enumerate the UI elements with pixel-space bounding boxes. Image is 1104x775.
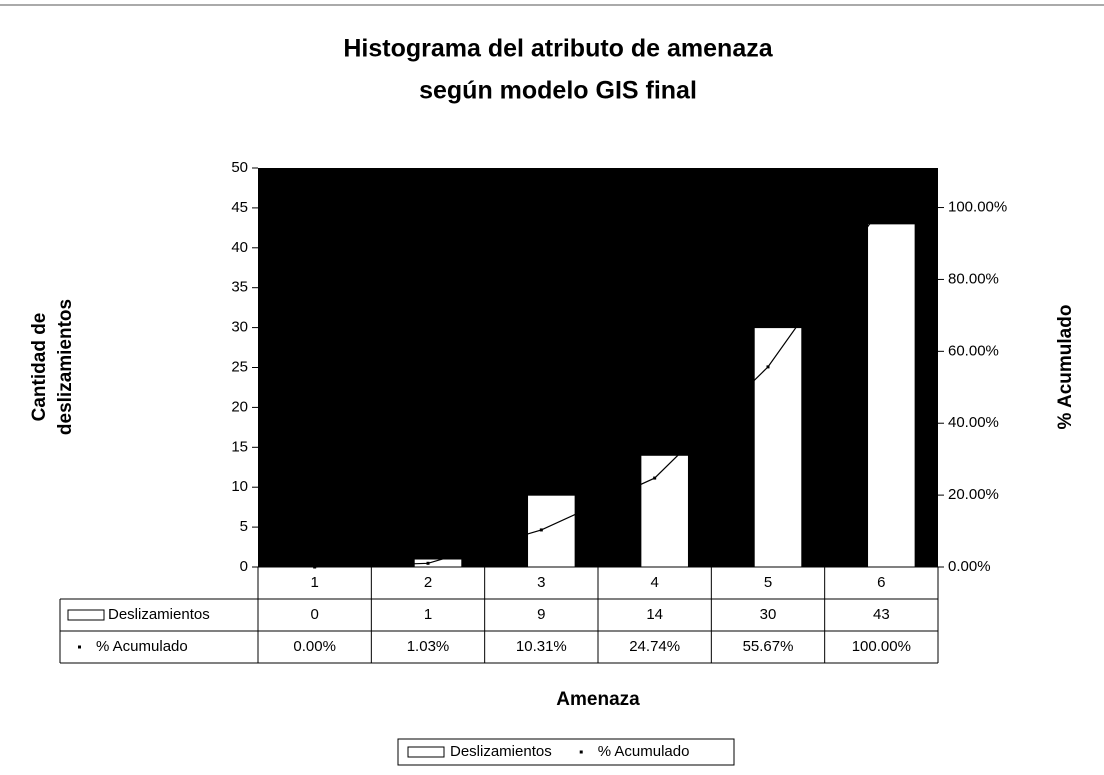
y-axis-title: deslizamientos (55, 299, 76, 435)
x-axis-title: Amenaza (556, 689, 640, 710)
y-tick-label: 35 (231, 279, 248, 296)
y-tick-label: 50 (231, 159, 248, 176)
legend-key (407, 746, 445, 758)
y2-tick-label: 0.00% (948, 558, 991, 575)
bar (527, 494, 576, 568)
y2-tick-label: 60.00% (948, 342, 999, 359)
x-tick-label: 3 (537, 574, 545, 591)
y-tick-label: 45 (231, 199, 248, 216)
line-marker (426, 561, 430, 565)
line-marker (766, 365, 770, 369)
legend-box (397, 738, 735, 766)
bar (753, 327, 803, 568)
x-tick-label: 4 (650, 574, 658, 591)
y-tick-label: 5 (240, 518, 248, 535)
y2-tick-label: 100.00% (948, 199, 1007, 216)
y-tick-label: 10 (231, 478, 248, 495)
y-tick-label: 30 (231, 319, 248, 336)
chart-title: Histograma del atributo de amenaza (343, 35, 773, 63)
y-tick-label: 20 (231, 398, 248, 415)
x-tick-label: 1 (310, 574, 318, 591)
table-value: 30 (760, 606, 777, 623)
table-key (78, 645, 81, 649)
y-axis-title: Cantidad de (29, 313, 50, 422)
line-marker (653, 476, 657, 480)
legend-label: % Acumulado (598, 743, 690, 760)
table-series-name: Deslizamientos (108, 606, 210, 623)
table-key (67, 609, 105, 621)
line-marker (539, 528, 543, 532)
y-tick-label: 25 (231, 358, 248, 375)
y-tick-label: 40 (231, 239, 248, 256)
table-value: 0.00% (293, 638, 336, 655)
legend-label: Deslizamientos (450, 743, 552, 760)
y2-tick-label: 40.00% (948, 414, 999, 431)
legend-key (579, 750, 583, 754)
x-tick-label: 6 (877, 574, 885, 591)
table-value: 55.67% (743, 638, 794, 655)
y2-tick-label: 20.00% (948, 486, 999, 503)
line-series (314, 207, 882, 568)
bar (640, 454, 689, 568)
y-tick-label: 0 (240, 558, 248, 575)
x-tick-label: 2 (424, 574, 432, 591)
table-value: 9 (537, 606, 545, 623)
plot-area (258, 168, 938, 567)
table-series-name: % Acumulado (96, 638, 188, 655)
table-value: 1.03% (407, 638, 450, 655)
y2-tick-label: 80.00% (948, 270, 999, 287)
table-value: 14 (646, 606, 663, 623)
table-value: 24.74% (629, 638, 680, 655)
table-value: 1 (424, 606, 432, 623)
table-value: 43 (873, 606, 890, 623)
y-tick-label: 15 (231, 438, 248, 455)
bar (867, 223, 916, 568)
line-marker (879, 206, 883, 210)
table-value: 10.31% (516, 638, 567, 655)
chart-title: según modelo GIS final (419, 77, 697, 105)
table-value: 0 (310, 606, 318, 623)
y2-axis-title: % Acumulado (1055, 305, 1076, 430)
x-tick-label: 5 (764, 574, 772, 591)
table-value: 100.00% (852, 638, 911, 655)
